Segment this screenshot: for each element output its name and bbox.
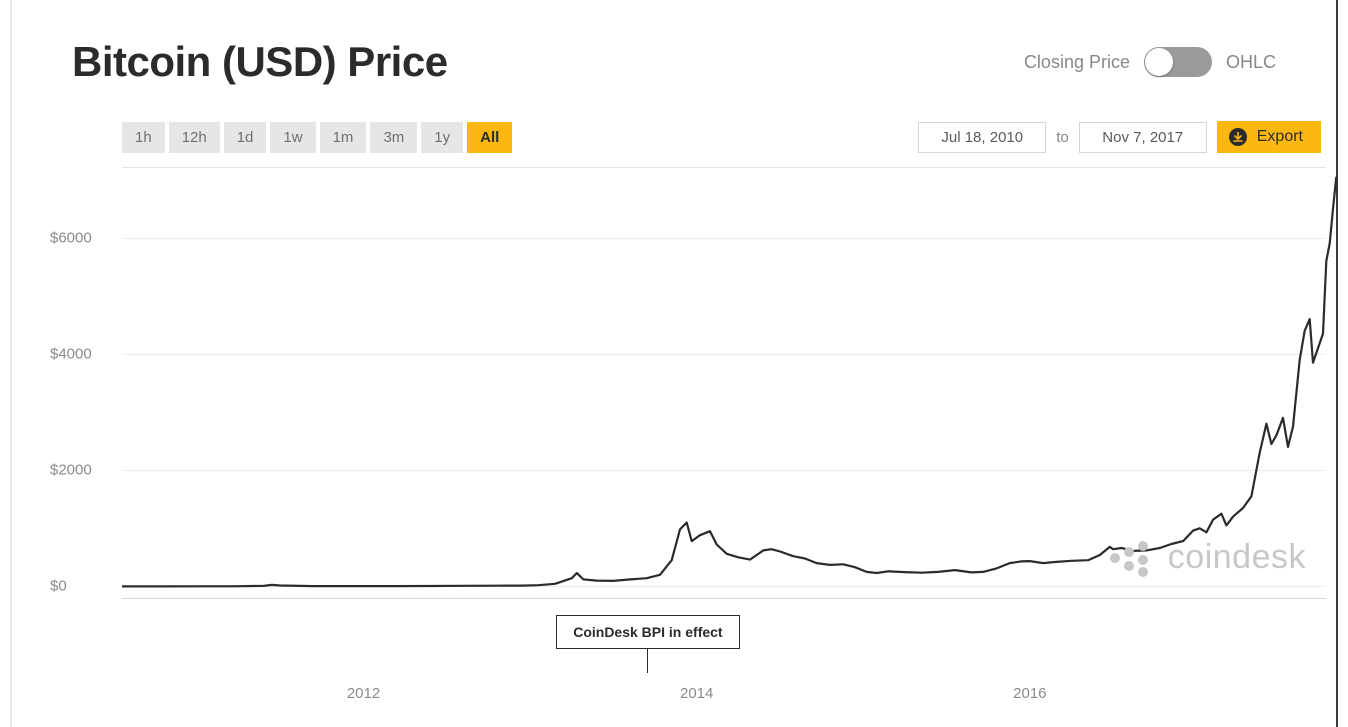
x-tick-label: 2014: [680, 685, 713, 702]
date-to-input[interactable]: [1079, 122, 1207, 153]
x-axis: 2012 2014 2016: [122, 685, 1326, 705]
toggle-knob-icon: [1145, 48, 1173, 76]
range-button-12h[interactable]: 12h: [169, 122, 220, 153]
annotation-label: CoinDesk BPI in effect: [556, 615, 739, 649]
header-row: Bitcoin (USD) Price Closing Price OHLC: [12, 0, 1336, 86]
toggle-left-label: Closing Price: [1024, 52, 1130, 73]
y-tick-label: $4000: [50, 345, 92, 362]
range-button-all[interactable]: All: [467, 122, 512, 153]
time-range-group: 1h12h1d1w1m3m1yAll: [122, 122, 512, 153]
range-button-1m[interactable]: 1m: [320, 122, 367, 153]
price-mode-toggle[interactable]: [1144, 47, 1212, 77]
annotation-stem-icon: [647, 649, 648, 673]
range-button-1y[interactable]: 1y: [421, 122, 463, 153]
toggle-right-label: OHLC: [1226, 52, 1276, 73]
date-from-input[interactable]: [918, 122, 1046, 153]
price-mode-toggle-group: Closing Price OHLC: [1024, 47, 1276, 77]
range-button-1d[interactable]: 1d: [224, 122, 267, 153]
export-button[interactable]: Export: [1217, 121, 1321, 153]
date-to-label: to: [1056, 129, 1069, 146]
y-tick-label: $0: [50, 578, 67, 595]
export-label: Export: [1257, 128, 1303, 146]
date-export-group: to Export: [918, 121, 1321, 153]
chart-annotation: CoinDesk BPI in effect: [556, 615, 739, 673]
x-tick-label: 2016: [1013, 685, 1046, 702]
range-button-1w[interactable]: 1w: [270, 122, 315, 153]
chart-plot-area: $0$2000$4000$6000: [122, 167, 1326, 597]
y-tick-label: $2000: [50, 462, 92, 479]
chart-panel: Bitcoin (USD) Price Closing Price OHLC 1…: [10, 0, 1338, 727]
download-icon: [1229, 128, 1247, 146]
x-tick-label: 2012: [347, 685, 380, 702]
range-button-3m[interactable]: 3m: [370, 122, 417, 153]
price-line: [122, 168, 1338, 603]
y-tick-label: $6000: [50, 229, 92, 246]
range-button-1h[interactable]: 1h: [122, 122, 165, 153]
price-chart[interactable]: $0$2000$4000$6000: [122, 167, 1326, 597]
controls-row: 1h12h1d1w1m3m1yAll to Export: [12, 86, 1336, 153]
page-title: Bitcoin (USD) Price: [72, 38, 448, 86]
